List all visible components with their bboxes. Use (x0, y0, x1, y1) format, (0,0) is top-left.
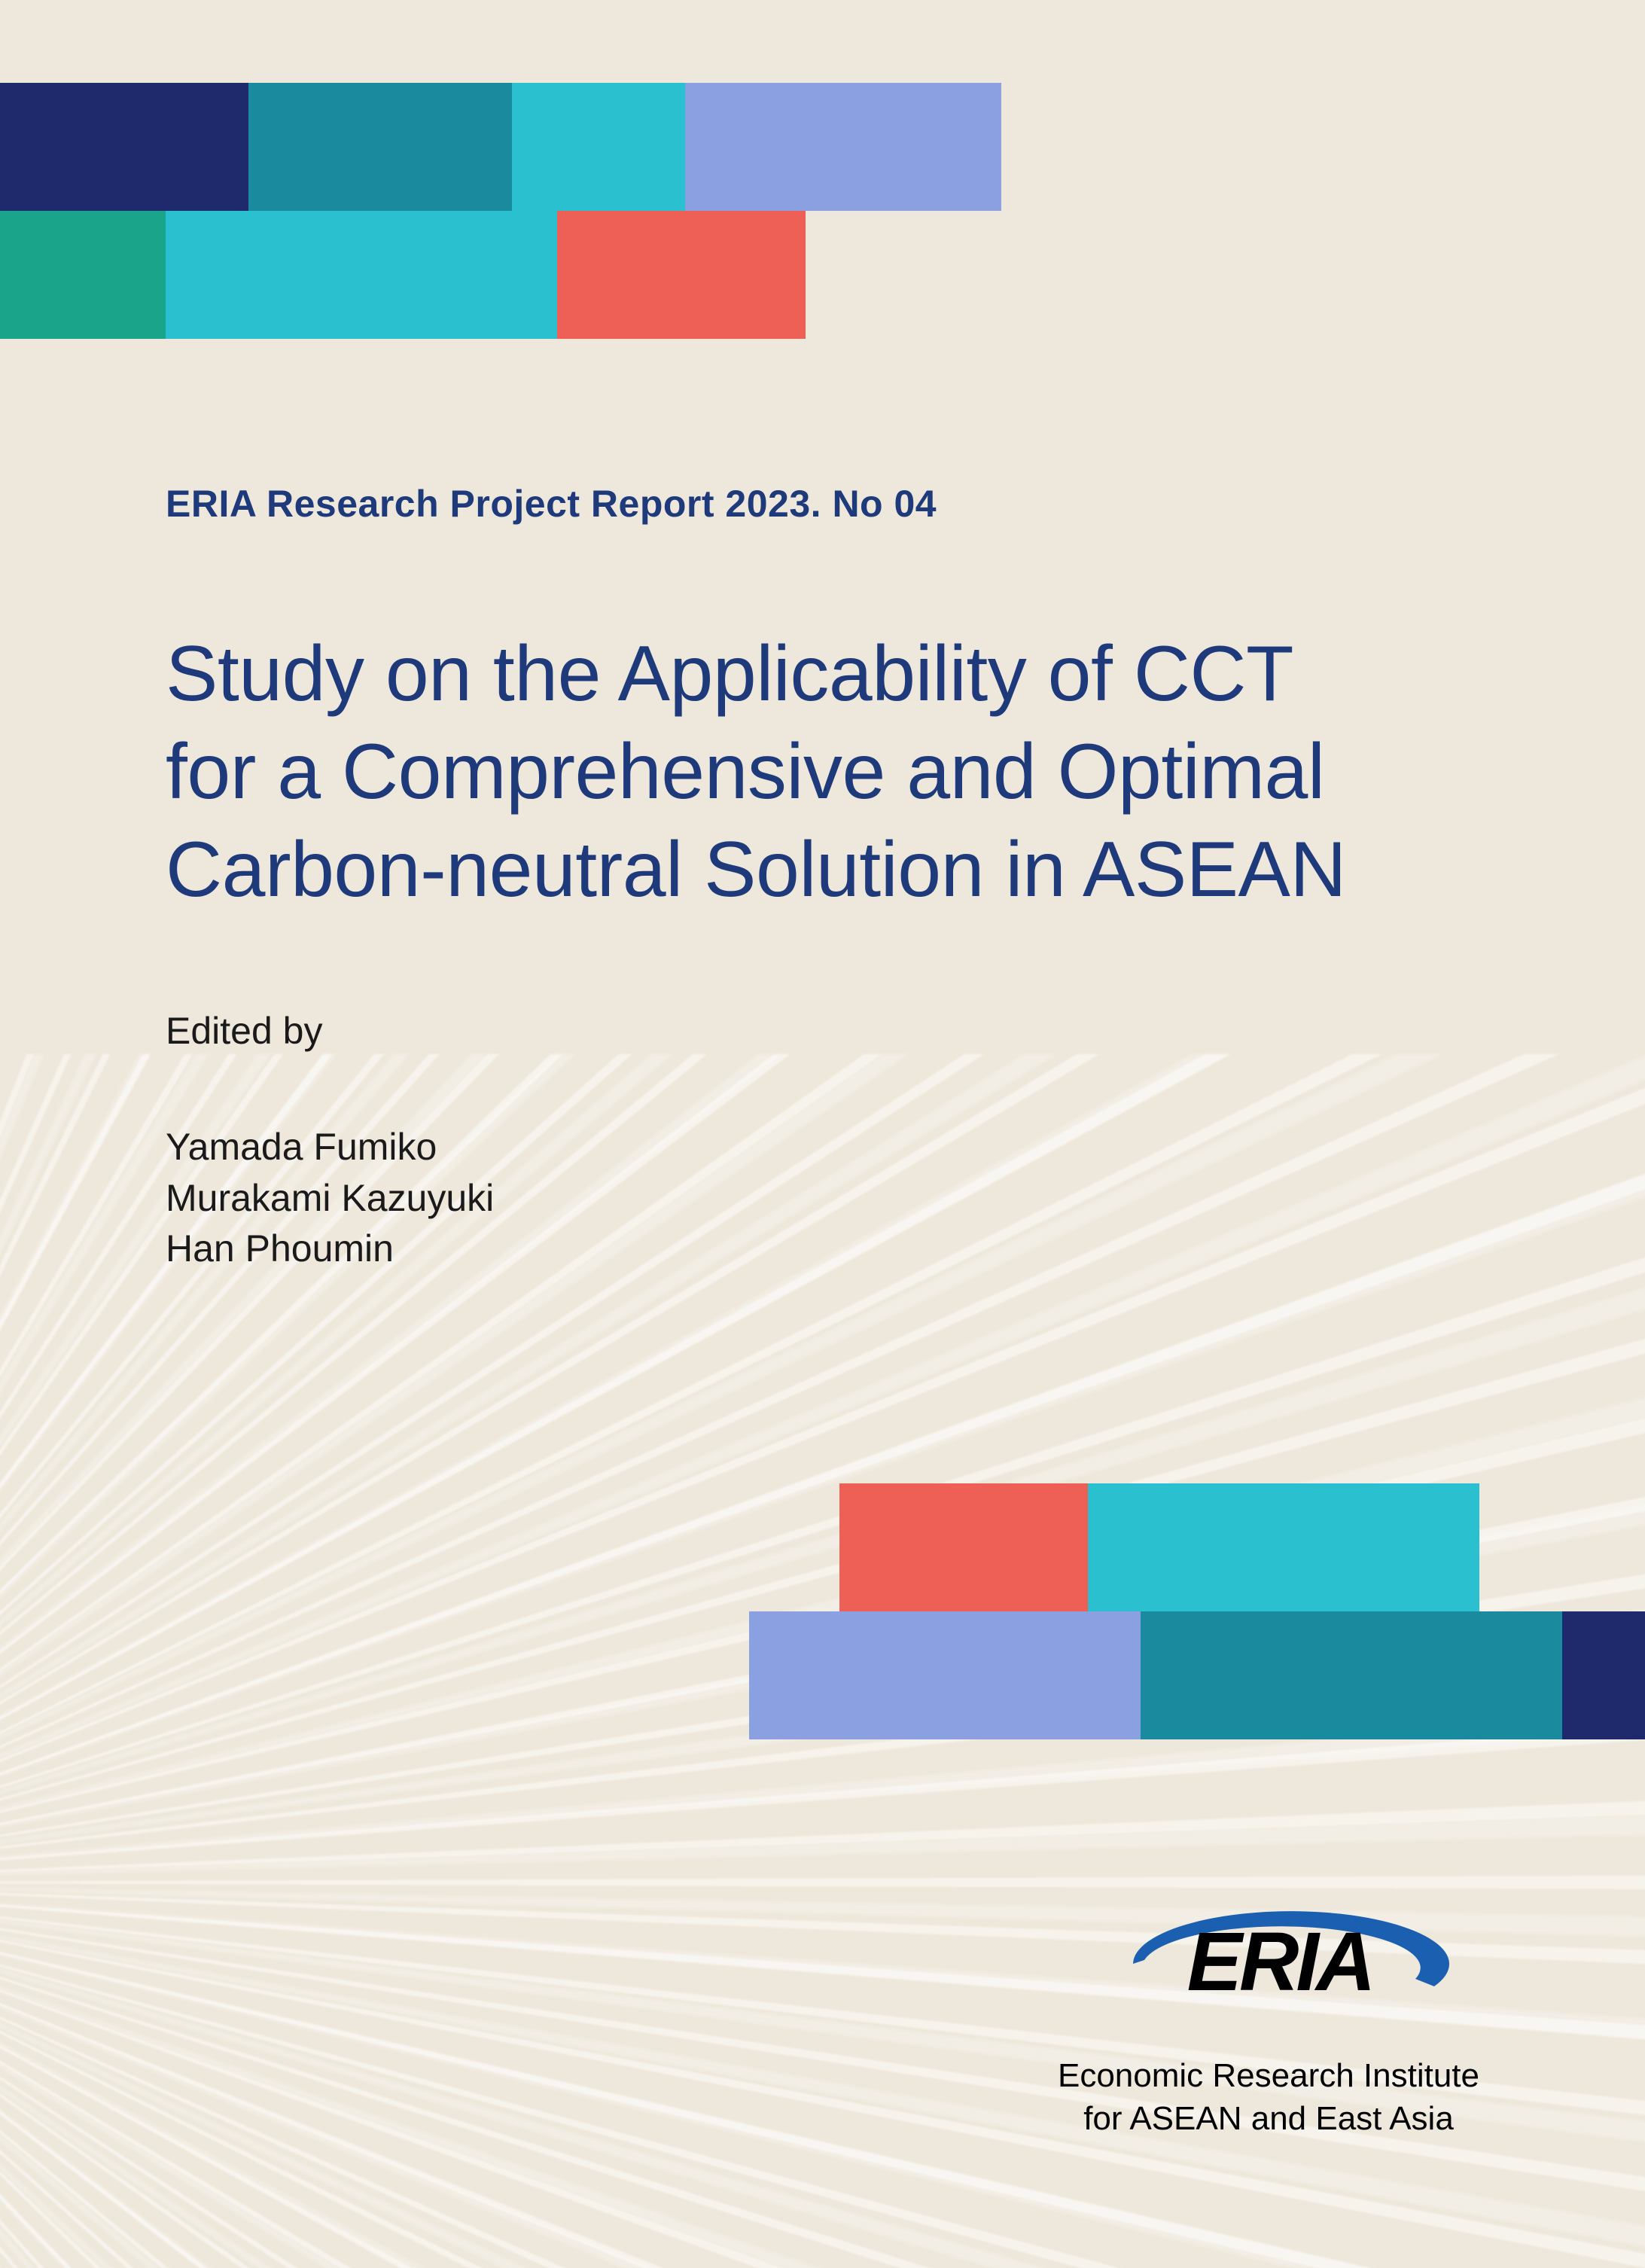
block-teal (1141, 1611, 1562, 1739)
bottom-blocks-row-1 (749, 1483, 1645, 1611)
eria-logo: ERIA Economic Research Institute for ASE… (1035, 1888, 1502, 2140)
editor-name: Han Phoumin (166, 1224, 494, 1275)
block-coral (839, 1483, 1088, 1611)
block-periwinkle (749, 1611, 1141, 1739)
logo-subtitle-line: for ASEAN and East Asia (1083, 2100, 1454, 2137)
block-coral (557, 211, 806, 339)
bottom-blocks-row-2 (749, 1611, 1645, 1739)
logo-subtitle-line: Economic Research Institute (1058, 2057, 1479, 2094)
title-line: for a Comprehensive and Optimal (166, 728, 1324, 815)
top-blocks-row-1 (0, 83, 1001, 211)
title-line: Study on the Applicability of CCT (166, 630, 1293, 718)
block-periwinkle (685, 83, 1001, 211)
logo-subtitle: Economic Research Institute for ASEAN an… (1035, 2054, 1502, 2140)
bottom-color-blocks (749, 1483, 1645, 1739)
eria-logo-icon: ERIA (1073, 1888, 1464, 2039)
editor-name: Yamada Fumiko (166, 1122, 494, 1173)
title-line: Carbon-neutral Solution in ASEAN (166, 826, 1346, 913)
editor-name: Murakami Kazuyuki (166, 1173, 494, 1224)
block-cyan (1088, 1483, 1479, 1611)
logo-acronym: ERIA (1187, 1916, 1373, 2008)
top-blocks-row-2 (0, 211, 1001, 339)
block-green (0, 211, 166, 339)
block-cyan (166, 211, 557, 339)
top-color-blocks (0, 83, 1001, 339)
block-cyan (512, 83, 685, 211)
editors-list: Yamada Fumiko Murakami Kazuyuki Han Phou… (166, 1122, 494, 1275)
edited-by-label: Edited by (166, 1009, 322, 1053)
report-title: Study on the Applicability of CCT for a … (166, 625, 1346, 919)
block-teal (248, 83, 512, 211)
block-navy (0, 83, 248, 211)
series-label: ERIA Research Project Report 2023. No 04 (166, 482, 937, 526)
block-navy (1562, 1611, 1645, 1739)
